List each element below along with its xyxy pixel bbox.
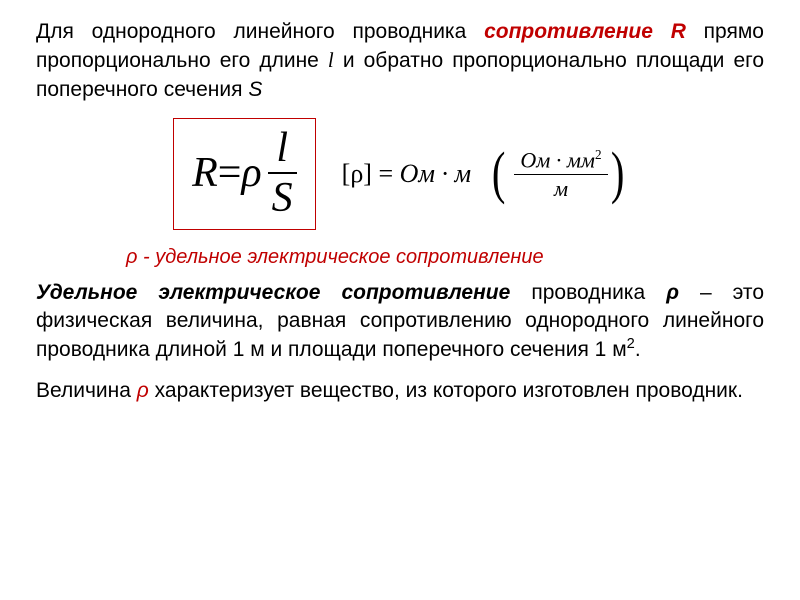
paren-left: ( (492, 153, 506, 194)
denominator: S (268, 177, 297, 219)
text: Для однородного линейного проводника (36, 20, 484, 43)
term-resistivity: Удельное электрическое сопротивление (36, 281, 510, 304)
var-R: R (192, 149, 218, 197)
formula-row: R = ρ l S [ρ] = Ом · м ( Ом · мм2 м ) (36, 118, 764, 230)
physics-slide: Для однородного линейного проводника соп… (0, 0, 800, 415)
paren-right: ) (610, 153, 624, 194)
unit-den: м (548, 178, 574, 200)
text: проводника (510, 281, 666, 304)
intro-paragraph: Для однородного линейного проводника соп… (36, 18, 764, 104)
definition-paragraph: Удельное электрическое сопротивление про… (36, 279, 764, 365)
fraction-bar (268, 172, 297, 174)
numerator: l (272, 127, 292, 169)
caption-text: - удельное электрическое сопротивление (137, 246, 543, 268)
text: Величина (36, 379, 137, 402)
var-rho: ρ (241, 149, 261, 197)
equals: = (372, 159, 400, 188)
unit-fraction: Ом · мм2 м (514, 148, 607, 201)
text: характеризует вещество, из которого изго… (149, 379, 743, 402)
fraction-l-over-S: l S (268, 127, 297, 219)
note-paragraph: Величина ρ характеризует вещество, из ко… (36, 377, 764, 405)
var-rho: ρ (126, 246, 137, 268)
term-resistance-R: сопротивление R (484, 20, 686, 43)
equals: = (218, 149, 242, 197)
units-block: [ρ] = Ом · м ( Ом · мм2 м ) (342, 148, 627, 201)
unit-alt: ( Ом · мм2 м ) (489, 148, 627, 201)
unit-ohm-m: Ом · м (400, 159, 471, 188)
unit-brackets: [ρ] (342, 159, 372, 188)
superscript-2: 2 (627, 336, 635, 352)
unit-num: Ом · мм2 (514, 148, 607, 171)
resistance-formula: R = ρ l S (173, 118, 316, 230)
rho-caption: ρ - удельное электрическое сопротивление (126, 246, 764, 269)
unit-base: [ρ] = Ом · м (342, 159, 471, 189)
var-rho: ρ (137, 379, 149, 402)
var-S: S (248, 78, 262, 101)
text: . (635, 338, 641, 361)
fraction-bar (514, 174, 607, 175)
var-rho: ρ (666, 281, 679, 304)
